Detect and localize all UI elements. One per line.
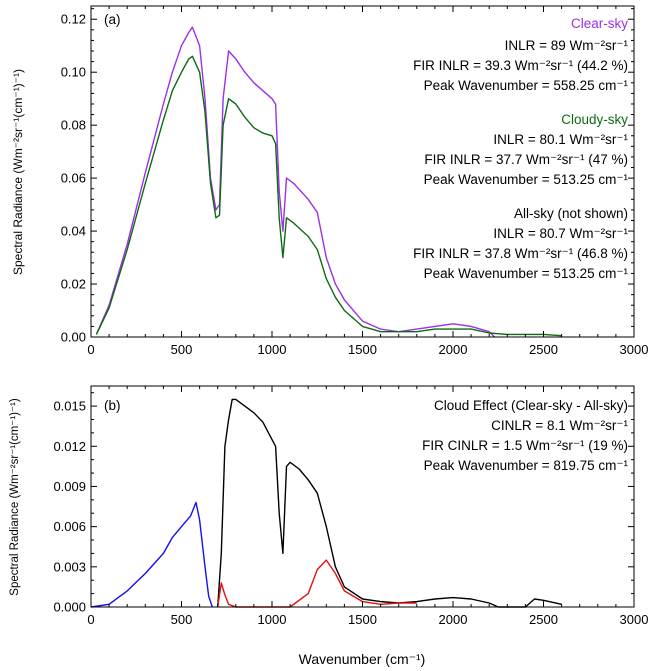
all-sky-fir-inlr: FIR INLR = 37.8 Wm⁻²sr⁻¹ (46.8 %)	[413, 246, 628, 261]
panel-b-series	[90, 398, 562, 608]
cloud-effect-title: Cloud Effect (Clear-sky - All-sky)	[434, 398, 628, 413]
x-tick-label: 3000	[620, 612, 649, 627]
y-tick-label: 0.009	[53, 479, 86, 494]
y-tick-label: 0.04	[61, 224, 86, 239]
all-sky-title: All-sky (not shown)	[514, 206, 628, 221]
clear-sky-title: Clear-sky	[571, 16, 628, 31]
cloudy-sky-inlr: INLR = 80.1 Wm⁻²sr⁻¹	[493, 132, 628, 147]
panel-a-series	[95, 26, 562, 338]
y-tick-label: 0.12	[61, 12, 86, 27]
panel-b-annotations: Cloud Effect (Clear-sky - All-sky) CINLR…	[422, 398, 628, 473]
y-tick-label: 0.015	[53, 399, 86, 414]
cloudy-sky-peak: Peak Wavenumber = 513.25 cm⁻¹	[424, 172, 629, 187]
panel-a: 0 500 1000 1500 2000 2500 3000 0.00 0.02 0.04 0.06…	[11, 5, 649, 357]
panel-b-label: (b)	[104, 398, 121, 413]
cloud-effect-black-line	[217, 398, 562, 608]
x-tick-label: 500	[171, 612, 193, 627]
cloudy-sky-line	[95, 55, 562, 337]
x-tick-label: 1000	[258, 342, 287, 357]
clear-sky-fir-inlr: FIR INLR = 39.3 Wm⁻²sr⁻¹ (44.2 %)	[413, 58, 628, 73]
clear-sky-inlr: INLR = 89 Wm⁻²sr⁻¹	[505, 38, 629, 53]
y-tick-label: 0.10	[61, 65, 86, 80]
all-sky-inlr: INLR = 80.7 Wm⁻²sr⁻¹	[493, 226, 628, 241]
y-tick-label: 0.003	[53, 559, 86, 574]
cloud-effect-fir-cinlr: FIR CINLR = 1.5 Wm⁻²sr⁻¹ (19 %)	[422, 438, 628, 453]
x-tick-label: 500	[171, 342, 193, 357]
panel-a-ylabel: Spectral Radiance (Wm⁻²sr⁻¹(cm⁻¹)⁻¹)	[11, 69, 25, 275]
x-axis-label: Wavenumber (cm⁻¹)	[299, 651, 426, 667]
x-tick-label: 2500	[529, 342, 558, 357]
cloudy-sky-fir-inlr: FIR INLR = 37.7 Wm⁻²sr⁻¹ (47 %)	[424, 152, 628, 167]
clear-sky-peak: Peak Wavenumber = 558.25 cm⁻¹	[424, 78, 629, 93]
cloud-effect-red-line	[217, 559, 417, 608]
x-tick-label: 1500	[348, 612, 377, 627]
x-tick-label: 1500	[348, 342, 377, 357]
x-tick-label: 2000	[439, 342, 468, 357]
panel-a-annotations: Clear-sky INLR = 89 Wm⁻²sr⁻¹ FIR INLR = …	[413, 16, 628, 281]
y-tick-label: 0.006	[53, 519, 86, 534]
y-tick-label: 0.012	[53, 439, 86, 454]
x-tick-label: 3000	[620, 342, 649, 357]
y-tick-label: 0.08	[61, 118, 86, 133]
cloud-effect-blue-line	[90, 501, 213, 608]
panel-b-ylabel: Spectral Radiance (Wm⁻²sr⁻¹(cm⁻¹)⁻¹)	[9, 398, 21, 596]
all-sky-peak: Peak Wavenumber = 513.25 cm⁻¹	[424, 266, 629, 281]
clear-sky-line	[95, 26, 496, 338]
panel-a-ticks: 0 500 1000 1500 2000 2500 3000 0.00 0.02 0.04 0.06…	[61, 6, 649, 357]
x-tick-label: 2500	[529, 612, 558, 627]
panel-b: 0 500 1000 1500 2000 2500 3000 0.000 0.003 0.006 0…	[9, 385, 648, 667]
cloudy-sky-title: Cloudy-sky	[561, 112, 628, 127]
cloud-effect-peak: Peak Wavenumber = 819.75 cm⁻¹	[424, 458, 629, 473]
y-tick-label: 0.000	[53, 600, 86, 615]
y-tick-label: 0.00	[61, 330, 86, 345]
y-tick-label: 0.06	[61, 171, 86, 186]
x-tick-label: 1000	[258, 612, 287, 627]
x-tick-label: 0	[87, 612, 94, 627]
x-tick-label: 0	[87, 342, 94, 357]
panel-b-ticks: 0 500 1000 1500 2000 2500 3000 0.000 0.003 0.006 0…	[53, 386, 648, 627]
x-tick-label: 2000	[439, 612, 468, 627]
panel-a-label: (a)	[104, 12, 121, 27]
y-tick-label: 0.02	[61, 277, 86, 292]
cloud-effect-cinlr: CINLR = 8.1 Wm⁻²sr⁻¹	[491, 418, 628, 433]
